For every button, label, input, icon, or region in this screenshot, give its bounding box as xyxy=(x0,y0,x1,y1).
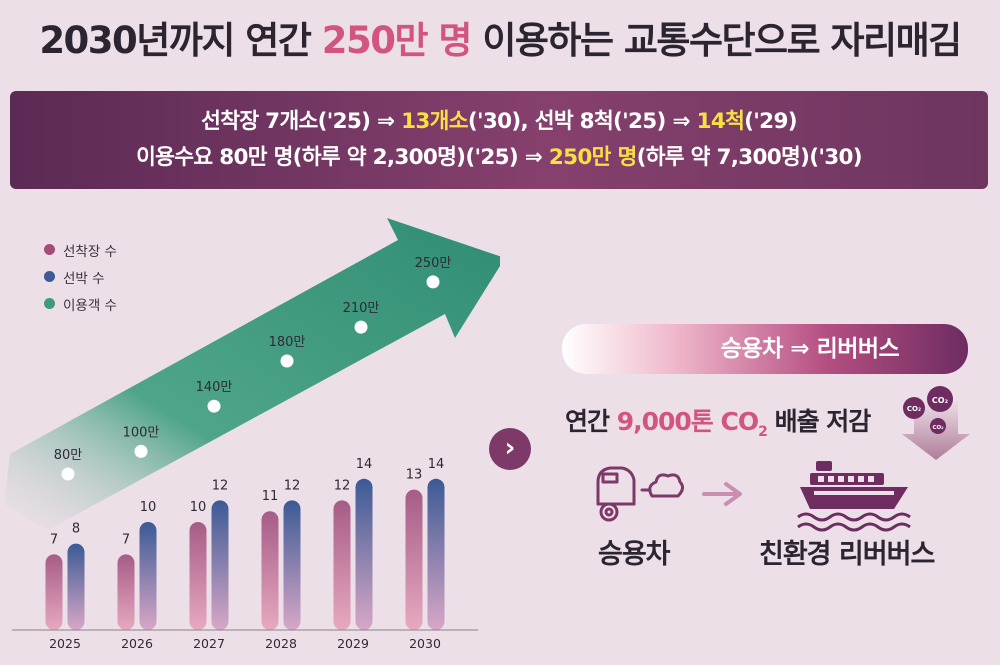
next-chevron-icon: › xyxy=(489,428,531,470)
co2-down-arrow-icon: CO₂ CO₂ CO₂ xyxy=(902,386,970,460)
reduction-value: 9,000톤 CO2 xyxy=(616,407,768,440)
legend-item: 선착장 수 xyxy=(44,236,117,263)
bar-docks xyxy=(405,489,423,630)
co2-label: CO₂ xyxy=(932,425,944,431)
banner-line-1: 선착장 7개소('25) ⇒ 13개소('30), 선박 8척('25) ⇒ 1… xyxy=(10,104,988,140)
riverbus-icon xyxy=(797,461,911,532)
passenger-value-label: 100만 xyxy=(123,425,160,440)
riverbus-caption: 친환경 리버버스 xyxy=(759,539,935,570)
bar-vessels xyxy=(283,500,301,630)
title-post: 이용하는 교통수단으로 자리매김 xyxy=(470,19,962,62)
legend-label: 선박 수 xyxy=(63,270,105,287)
chart-legend: 선착장 수 선박 수 이용객 수 xyxy=(44,236,117,317)
bar-value-label: 13 xyxy=(406,468,423,483)
passenger-value-label: 80만 xyxy=(54,448,83,463)
bar-docks xyxy=(261,511,279,630)
growth-arrow xyxy=(4,218,500,530)
bar-value-label: 11 xyxy=(262,489,279,504)
legend-label: 선착장 수 xyxy=(63,243,117,260)
x-tick-label: 2029 xyxy=(337,636,369,651)
banner-highlight: 13개소 xyxy=(401,109,468,134)
reduction-post: 배출 저감 xyxy=(766,407,872,436)
bar-value-label: 14 xyxy=(428,457,445,472)
passenger-point xyxy=(354,320,368,334)
bar-value-label: 12 xyxy=(284,478,301,493)
summary-banner: 선착장 7개소('25) ⇒ 13개소('30), 선박 8척('25) ⇒ 1… xyxy=(10,91,988,189)
legend-swatch xyxy=(44,298,55,309)
car-to-riverbus-banner: 승용차 ⇒ 리버버스 xyxy=(562,324,968,374)
car-caption: 승용차 xyxy=(598,539,671,570)
banner-label: 승용차 ⇒ 리버버스 xyxy=(720,336,900,362)
x-tick-label: 2028 xyxy=(265,636,297,651)
arrow-right-icon xyxy=(702,482,742,506)
banner-text: ('30), 선박 8척('25) ⇒ xyxy=(467,109,697,134)
co2-label: CO₂ xyxy=(907,405,921,413)
bar-vessels xyxy=(427,478,445,630)
page-title: 2030년까지 연간 250만 명 이용하는 교통수단으로 자리매김 xyxy=(0,10,1000,64)
banner-highlight: 250만 명 xyxy=(548,145,637,170)
title-pre: 2030년까지 연간 xyxy=(39,19,322,62)
legend-label: 이용객 수 xyxy=(63,297,117,314)
x-tick-label: 2030 xyxy=(409,636,441,651)
bar-docks xyxy=(45,554,63,630)
bar-value-label: 7 xyxy=(50,532,58,547)
bar-vessels xyxy=(139,522,157,630)
banner-text: (하루 약 7,300명)('30) xyxy=(636,145,863,170)
passenger-value-label: 210만 xyxy=(343,301,380,316)
passenger-value-label: 140만 xyxy=(196,380,233,395)
title-highlight: 250만 명 xyxy=(321,19,473,62)
bar-vessels xyxy=(211,500,229,630)
banner-line-2: 이용수요 80만 명(하루 약 2,300명)('25) ⇒ 250만 명(하루… xyxy=(10,140,988,176)
bar-vessels xyxy=(67,543,85,630)
car-icon xyxy=(596,466,684,522)
banner-highlight: 14척 xyxy=(696,109,745,134)
bar-docks xyxy=(117,554,135,630)
legend-item: 선박 수 xyxy=(44,263,117,290)
banner-text: 선착장 7개소('25) ⇒ xyxy=(201,109,402,134)
passenger-value-label: 250만 xyxy=(415,256,452,271)
legend-swatch xyxy=(44,271,55,282)
x-tick-label: 2027 xyxy=(193,636,225,651)
reduction-subscript: 2 xyxy=(758,424,768,440)
bar-value-label: 7 xyxy=(122,532,130,547)
legend-swatch xyxy=(44,244,55,255)
passenger-point xyxy=(280,354,294,368)
legend-item: 이용객 수 xyxy=(44,290,117,317)
passenger-point xyxy=(134,444,148,458)
bar-docks xyxy=(189,522,207,630)
x-tick-label: 2025 xyxy=(49,636,81,651)
bar-vessels xyxy=(355,478,373,630)
reduction-value-text: 9,000톤 CO xyxy=(616,407,759,436)
banner-text: 이용수요 80만 명(하루 약 2,300명)('25) ⇒ xyxy=(136,145,549,170)
passenger-point xyxy=(61,467,75,481)
banner-text: ('29) xyxy=(744,109,797,134)
bar-value-label: 14 xyxy=(356,457,373,472)
reduction-pre: 연간 xyxy=(565,407,617,436)
bar-value-label: 12 xyxy=(212,478,229,493)
bar-value-label: 12 xyxy=(334,478,351,493)
co2-reduction-text: 연간 9,000톤 CO2 배출 저감 xyxy=(565,402,872,440)
bar-value-label: 10 xyxy=(190,500,207,515)
bar-docks xyxy=(333,500,351,630)
bar-value-label: 8 xyxy=(72,522,80,537)
passenger-point xyxy=(207,399,221,413)
bar-value-label: 10 xyxy=(140,500,157,515)
x-tick-label: 2026 xyxy=(121,636,153,651)
passenger-value-label: 180만 xyxy=(269,335,306,350)
co2-label: CO₂ xyxy=(932,396,949,405)
passenger-point xyxy=(426,275,440,289)
